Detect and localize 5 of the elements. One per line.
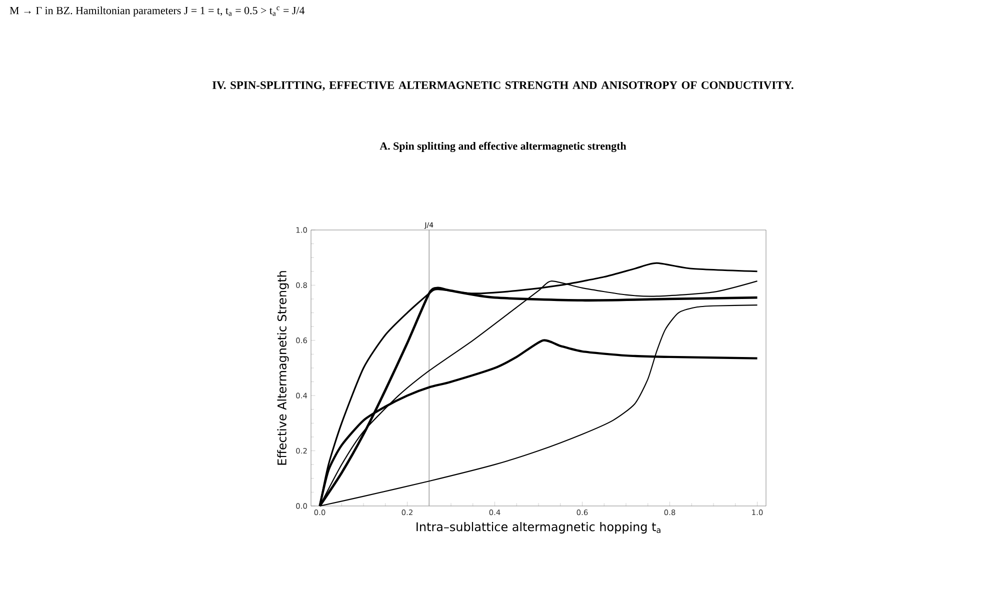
chart-title: IV. SPIN-SPLITTING, EFFECTIVE ALTERMAGNETIC STRENGTH AND ANISOTROPY OF CONDUCTIVITY. — [212, 81, 794, 91]
x-axis-title: Intra–sublattice altermagnetic hopping t$_{a}$ — [416, 522, 660, 534]
text: M → Γ in BZ. Hamiltonian parameters J = 1 = t, t$_{a}$ = 0.5 > t$_{a}$$^{c}$ = J/4 — [10, 6, 305, 16]
y-axis-title: Effective Altermagnetic Strength — [277, 271, 289, 465]
chart-subtitle: A. Spin splitting and effective altermagnetic strength — [380, 142, 626, 152]
